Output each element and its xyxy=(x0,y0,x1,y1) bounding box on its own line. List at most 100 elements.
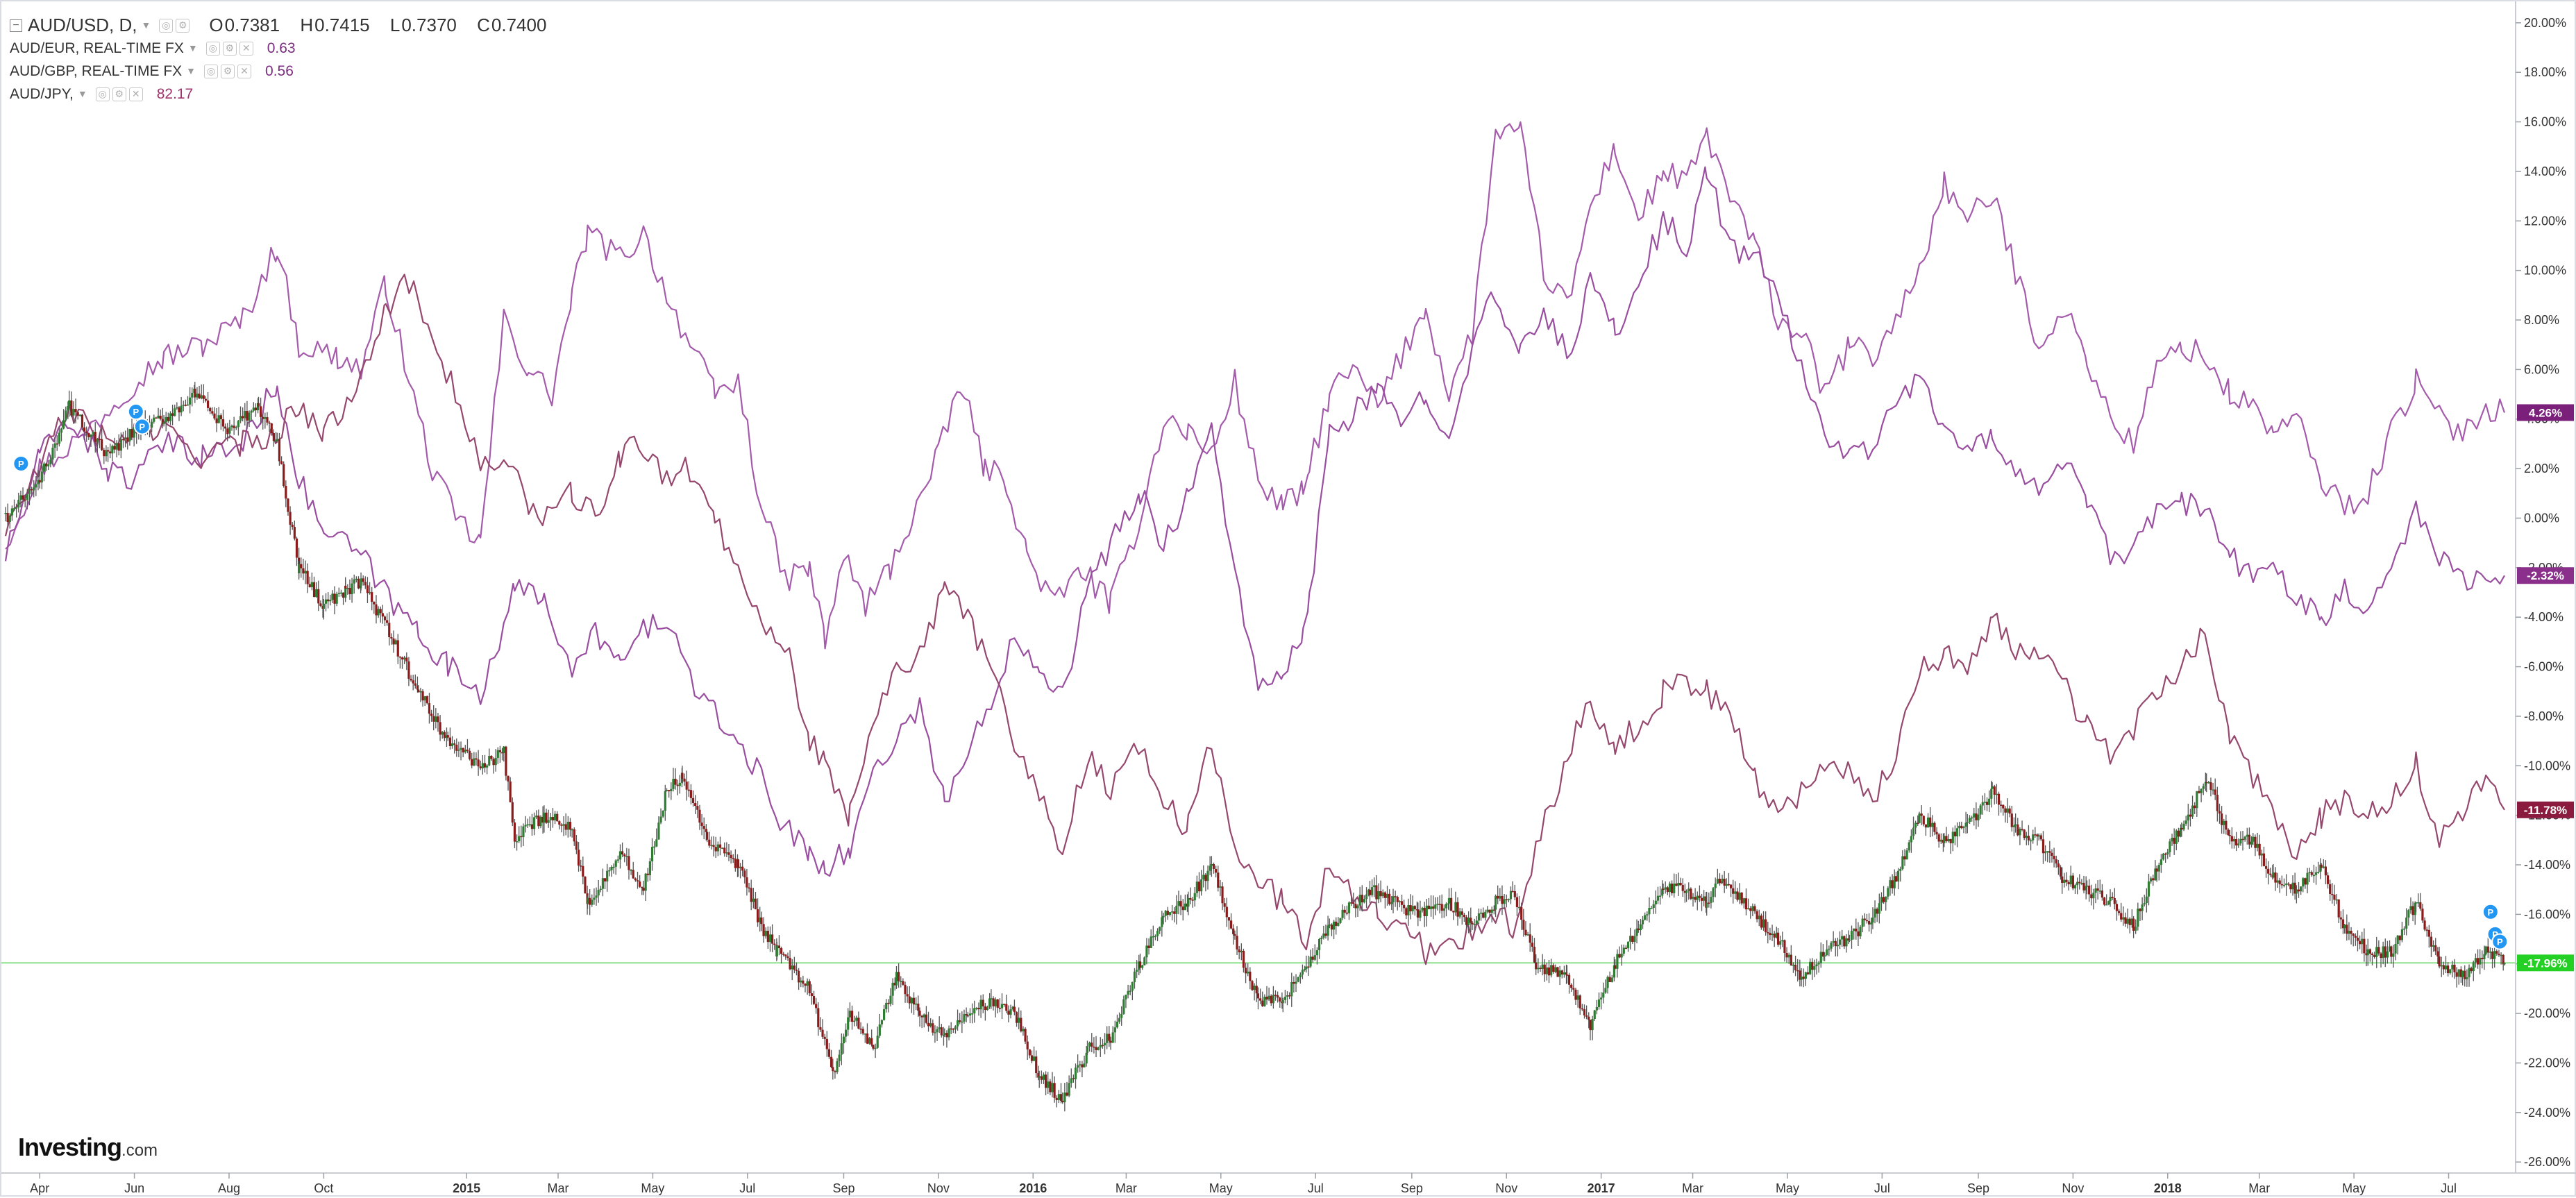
candle-body xyxy=(2111,897,2114,898)
y-axis[interactable]: 20.00%18.00%16.00%14.00%12.00%10.00%8.00… xyxy=(2515,1,2570,1173)
candle xyxy=(650,838,654,871)
candle xyxy=(1332,920,1336,940)
candle xyxy=(1099,1037,1102,1057)
badge-box xyxy=(2517,954,2574,972)
chevron-down-icon[interactable]: ▼ xyxy=(186,65,196,76)
open-key: O xyxy=(209,15,224,35)
candle xyxy=(1375,875,1378,909)
candle-body xyxy=(1070,1078,1072,1083)
candle xyxy=(979,995,982,1018)
marker-circle[interactable] xyxy=(2491,933,2509,950)
candle-body xyxy=(417,689,420,693)
candle xyxy=(2432,940,2435,952)
candle xyxy=(1679,877,1682,886)
candle-body xyxy=(2333,895,2336,900)
candle xyxy=(1828,945,1830,956)
candle-body xyxy=(642,888,645,891)
collapse-legend-button[interactable]: − xyxy=(10,19,22,32)
candle-body xyxy=(1841,936,1844,940)
eye-icon[interactable]: ◎ xyxy=(205,41,220,56)
settings-icon[interactable]: ⚙ xyxy=(222,41,237,56)
marker-circle[interactable] xyxy=(12,455,30,472)
candle-body xyxy=(180,405,183,413)
candle xyxy=(1440,894,1443,918)
chevron-down-icon[interactable]: ▼ xyxy=(77,88,87,99)
chevron-down-icon[interactable]: ▼ xyxy=(187,42,198,53)
candle-body xyxy=(577,850,580,866)
candle xyxy=(500,748,504,761)
candle-body xyxy=(2363,938,2366,954)
close-icon[interactable]: ✕ xyxy=(239,41,253,56)
candle-body xyxy=(1917,822,1919,825)
candle xyxy=(1880,892,1883,911)
candle xyxy=(1097,1046,1100,1051)
candle-body xyxy=(2382,946,2384,959)
candle xyxy=(2034,827,2037,838)
candle xyxy=(2120,902,2123,922)
chevron-down-icon[interactable]: ▼ xyxy=(141,19,151,31)
y-tick-label: -4.00% xyxy=(2524,610,2564,624)
candle xyxy=(1935,827,1938,840)
close-icon[interactable]: ✕ xyxy=(237,64,252,78)
candle xyxy=(2434,938,2437,956)
candle xyxy=(40,463,43,489)
candle xyxy=(293,520,296,541)
candle xyxy=(353,574,355,594)
candle-body xyxy=(2444,965,2448,970)
marker-circle[interactable] xyxy=(127,403,144,421)
candle xyxy=(2053,847,2055,868)
high-key: H xyxy=(300,15,314,35)
candle xyxy=(2306,868,2309,893)
settings-icon[interactable]: ⚙ xyxy=(112,87,126,101)
candle xyxy=(2333,884,2336,906)
candle-body xyxy=(777,945,781,949)
main-symbol-label[interactable]: AUD/USD, D, xyxy=(28,15,137,35)
event-marker[interactable]: P xyxy=(133,418,151,435)
candle-body xyxy=(1631,936,1634,942)
marker-circle[interactable] xyxy=(133,418,151,435)
candle-body xyxy=(386,620,389,623)
x-tick-label: Nov xyxy=(2062,1181,2084,1195)
candle xyxy=(1221,882,1224,911)
candle-body xyxy=(1740,893,1743,904)
settings-icon[interactable]: ⚙ xyxy=(221,64,235,78)
settings-icon[interactable]: ⚙ xyxy=(176,18,190,33)
candle xyxy=(1072,1074,1075,1083)
close-icon[interactable]: ✕ xyxy=(128,87,143,101)
candle-body xyxy=(685,782,688,790)
candle-body xyxy=(1477,913,1481,921)
candle-body xyxy=(490,755,493,759)
candle-body xyxy=(2423,920,2426,930)
candle xyxy=(1339,918,1342,925)
candle-body xyxy=(2306,872,2309,885)
candle xyxy=(727,844,730,861)
candle xyxy=(1694,888,1697,903)
candle-body xyxy=(1882,897,1885,902)
candle-body xyxy=(1783,940,1786,954)
marker-circle[interactable] xyxy=(2482,903,2499,920)
event-marker[interactable]: P xyxy=(2482,903,2499,920)
candle-body xyxy=(621,851,624,855)
event-marker[interactable]: P xyxy=(2491,933,2509,950)
candle-body xyxy=(1543,964,1546,975)
eye-icon[interactable]: ◎ xyxy=(95,87,110,101)
candle xyxy=(659,808,662,825)
candle-body xyxy=(1753,906,1756,911)
event-marker[interactable]: P xyxy=(12,455,30,472)
aud-gbp-label[interactable]: AUD/GBP, REAL-TIME FX xyxy=(10,63,183,79)
candle-body xyxy=(2039,835,2042,840)
aud-eur-label[interactable]: AUD/EUR, REAL-TIME FX xyxy=(10,40,184,56)
candle xyxy=(636,871,639,889)
eye-icon[interactable]: ◎ xyxy=(204,64,219,78)
aud-jpy-label[interactable]: AUD/JPY, xyxy=(10,86,74,102)
candle-body xyxy=(1318,939,1321,950)
candle xyxy=(599,886,602,893)
x-axis[interactable]: Apr Jun Aug Oct 2015 Mar May Jul Sep Nov 2016 Mar Ma… xyxy=(1,1172,2576,1195)
candle-body xyxy=(1581,1008,1583,1010)
candle-body xyxy=(2124,917,2127,924)
event-marker[interactable]: P xyxy=(127,403,144,421)
candle-body xyxy=(1055,1097,1058,1100)
eye-icon[interactable]: ◎ xyxy=(159,18,174,33)
